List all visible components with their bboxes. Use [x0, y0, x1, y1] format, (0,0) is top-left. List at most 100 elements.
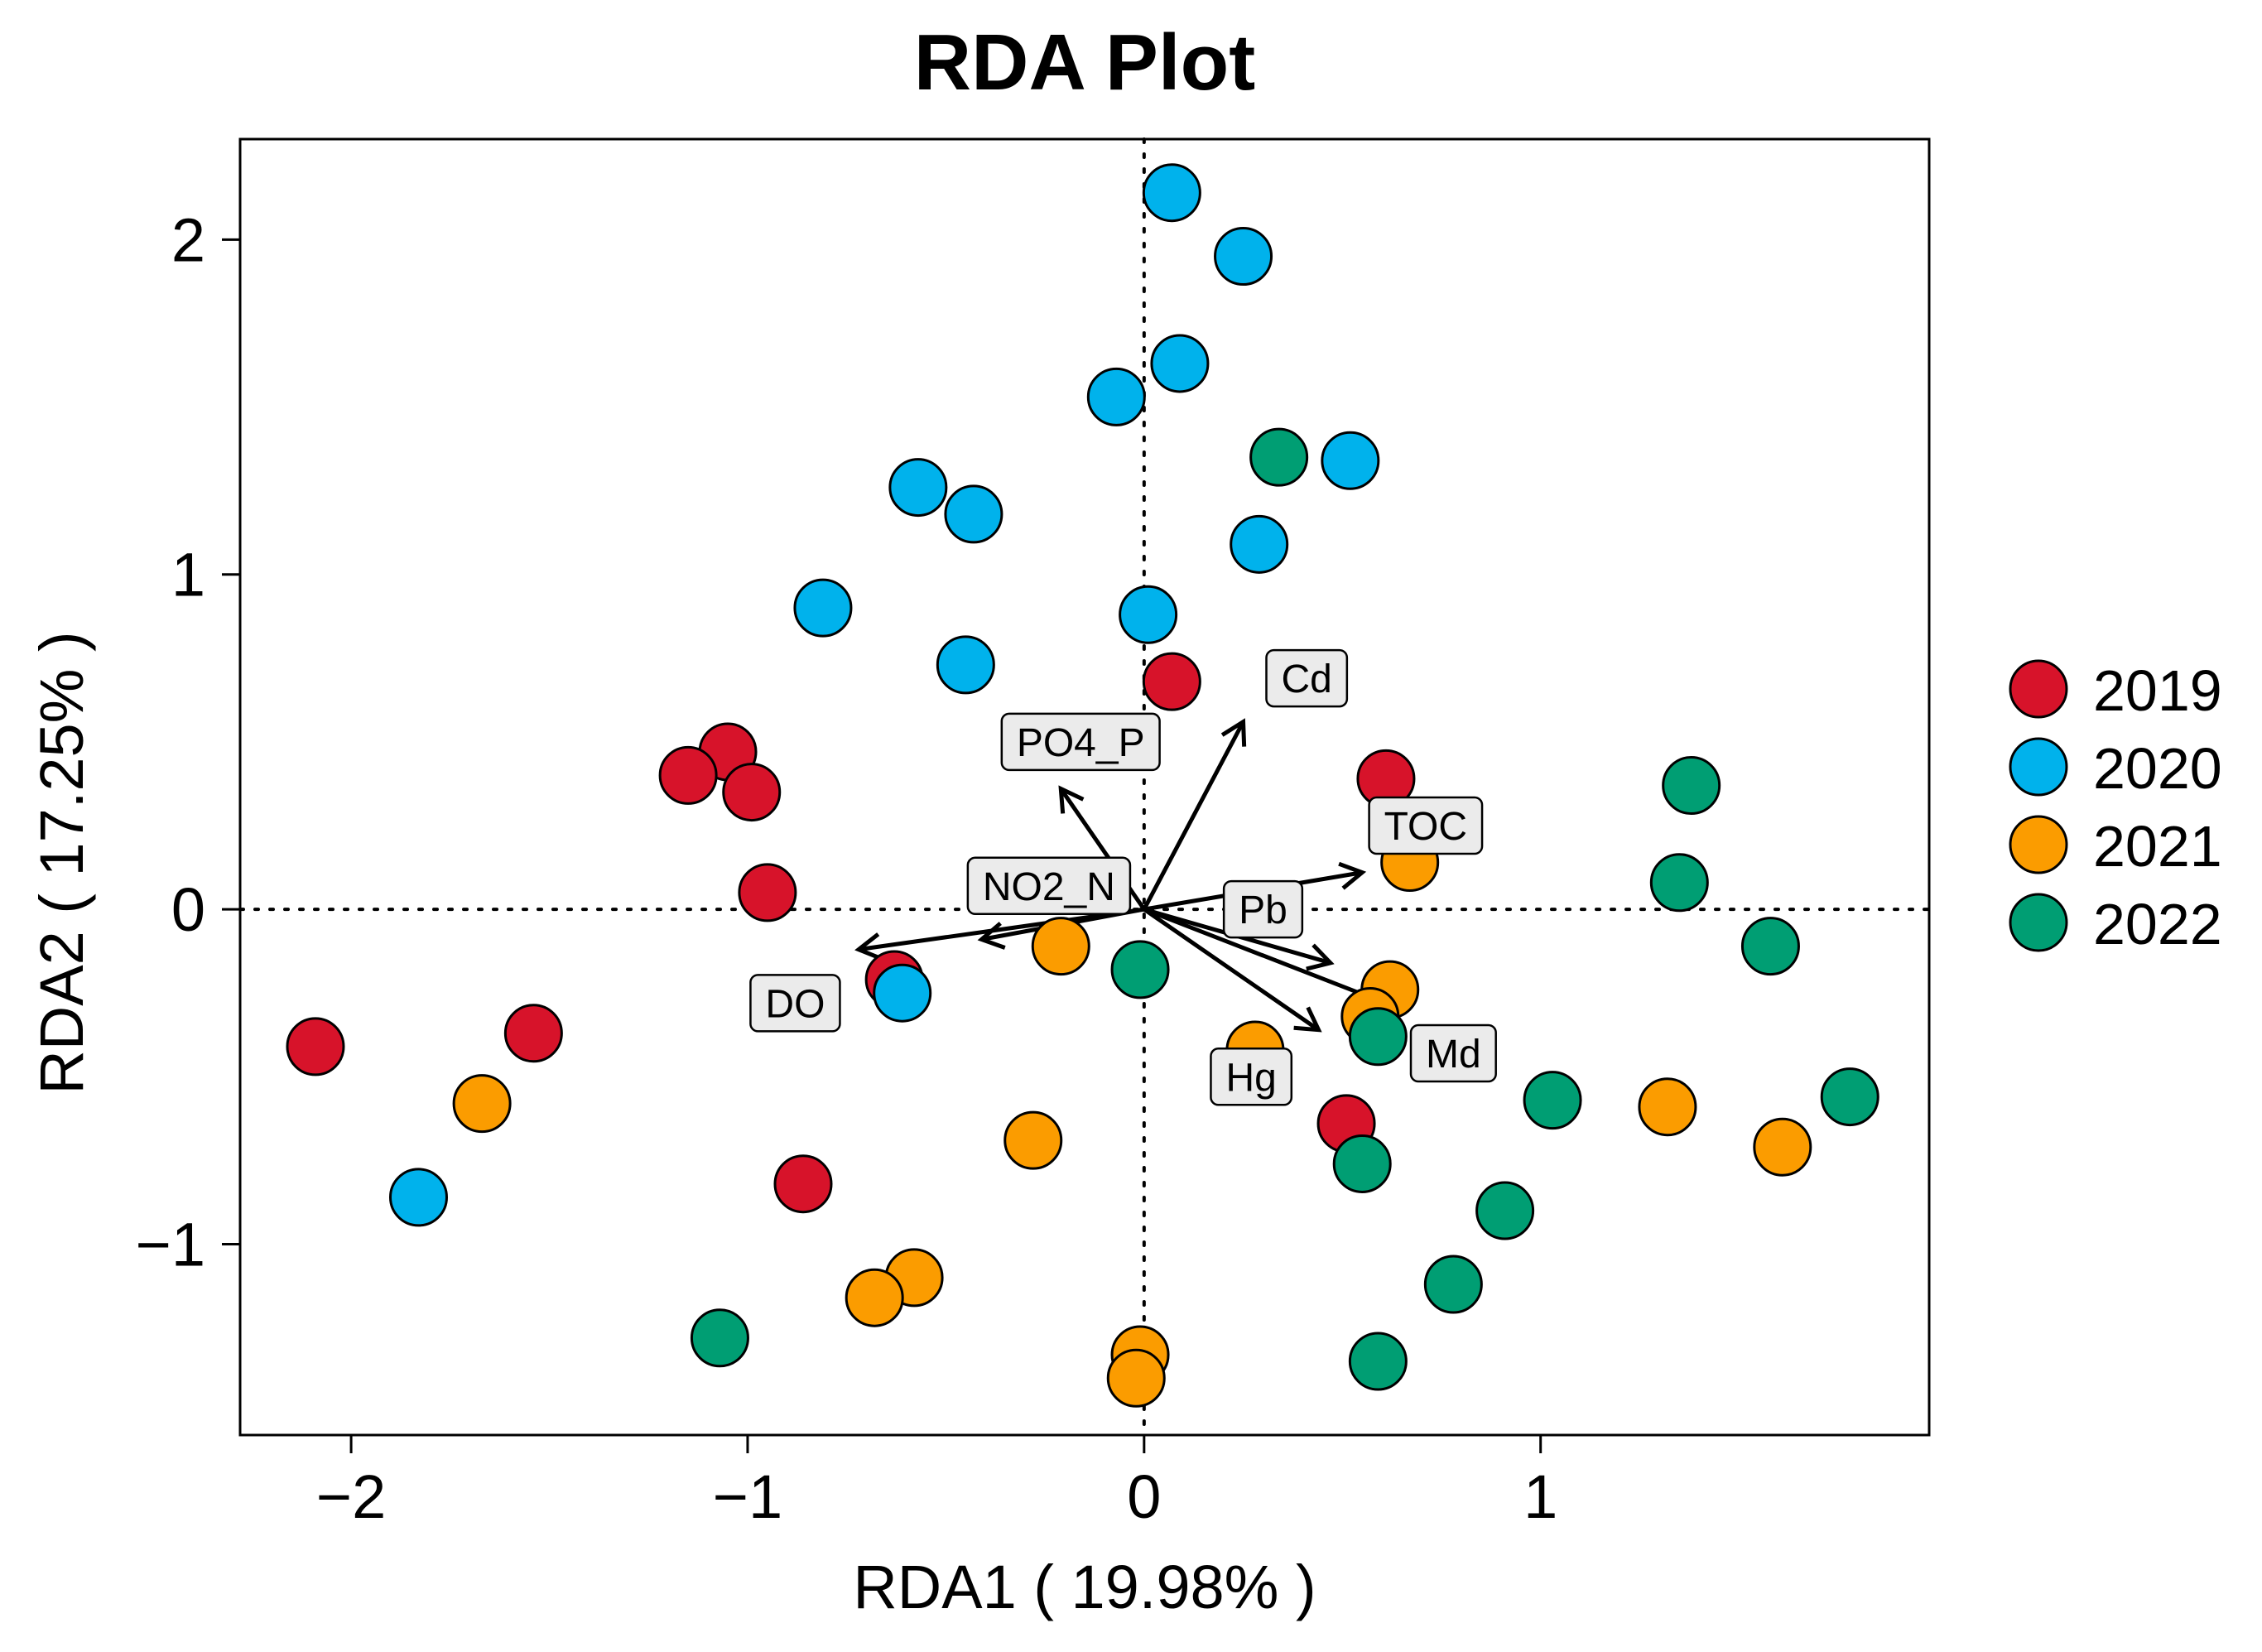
- vector-line: [1143, 908, 1320, 1032]
- data-point: [1523, 1071, 1582, 1130]
- data-point: [1638, 1077, 1697, 1137]
- y-tick-label: 2: [171, 205, 205, 274]
- data-point: [1649, 853, 1709, 913]
- vector-label-no2-n: NO2_N: [966, 856, 1132, 916]
- label-text: PO4_P: [1017, 721, 1145, 765]
- data-point: [1110, 940, 1170, 999]
- legend-label: 2022: [2093, 892, 2222, 956]
- data-point: [1332, 1134, 1392, 1193]
- label-text: NO2_N: [983, 865, 1115, 909]
- data-point: [286, 1017, 345, 1076]
- vector-hg: [1143, 908, 1322, 1033]
- vector-line: [1142, 720, 1245, 911]
- vector-arrowhead: [1220, 718, 1247, 747]
- vector-arrowhead: [1338, 861, 1367, 890]
- y-tick-label: 1: [171, 541, 205, 609]
- x-tick-label: −2: [316, 1462, 386, 1531]
- data-point: [1230, 514, 1289, 574]
- label-box: [1000, 712, 1161, 772]
- label-text: Hg: [1225, 1056, 1276, 1100]
- vector-do: [854, 907, 1145, 961]
- data-point: [1740, 917, 1800, 976]
- data-point: [658, 745, 718, 805]
- label-box: [1222, 879, 1304, 939]
- legend-swatch: [2009, 815, 2068, 874]
- plot-area: Cd PO4_P TOC NO2_N DO Pb Md Hg: [238, 137, 1931, 1437]
- y-axis-label: RDA2 ( 17.25% ): [27, 631, 96, 1094]
- data-point: [1106, 1348, 1166, 1408]
- label-box: [1265, 648, 1349, 708]
- series-2022: [690, 427, 1879, 1391]
- label-box: [1368, 796, 1484, 855]
- data-point: [1348, 1332, 1408, 1391]
- legend-label: 2019: [2093, 658, 2222, 723]
- vector-line: [858, 907, 1145, 952]
- data-point: [845, 1268, 904, 1327]
- vector-label-toc: TOC: [1368, 796, 1484, 855]
- label-text: Cd: [1281, 657, 1331, 701]
- legend-item-2021: 2021: [2009, 814, 2222, 879]
- x-tick-label: 0: [1127, 1462, 1161, 1531]
- x-axis-label: RDA1 ( 19.98% ): [853, 1553, 1316, 1621]
- data-point: [1820, 1067, 1879, 1127]
- legend-swatch: [2009, 659, 2068, 719]
- legend-label: 2021: [2093, 814, 2222, 879]
- legend-item-2020: 2020: [2009, 736, 2222, 801]
- plot-frame: [238, 137, 1931, 1437]
- series-2021: [452, 832, 1812, 1408]
- label-text: DO: [765, 982, 825, 1026]
- vector-arrowhead: [854, 932, 883, 961]
- label-box: [966, 856, 1132, 916]
- data-point: [936, 635, 995, 695]
- legend-label: 2020: [2093, 736, 2222, 801]
- data-point: [1119, 585, 1178, 644]
- label-box: [1210, 1048, 1293, 1106]
- vector-arrowhead: [1058, 785, 1085, 814]
- legend-swatch: [2009, 737, 2068, 797]
- data-point: [1475, 1181, 1535, 1240]
- data-point: [773, 1154, 833, 1214]
- data-point: [1249, 427, 1309, 487]
- data-point: [1142, 652, 1201, 711]
- chart-title: RDA Plot: [914, 18, 1255, 107]
- data-point: [873, 963, 932, 1023]
- data-point: [888, 458, 948, 518]
- data-point: [1142, 163, 1201, 223]
- data-point: [1086, 367, 1146, 426]
- data-point: [1662, 755, 1721, 815]
- data-point: [793, 578, 853, 638]
- vector-arrowhead: [1293, 1006, 1322, 1033]
- label-box: [1409, 1023, 1497, 1083]
- axes: −2 −1 0 1 −1 0 1 2: [136, 137, 1931, 1531]
- y-tick-label: −1: [136, 1210, 205, 1279]
- label-box: [749, 974, 841, 1033]
- series-2019: [286, 652, 1416, 1214]
- data-point: [452, 1074, 512, 1134]
- data-point: [1150, 334, 1210, 393]
- vector-cd: [1142, 718, 1247, 911]
- y-tick-label: 0: [171, 875, 205, 944]
- legend: 2019 2020 2021 2022: [2009, 658, 2222, 956]
- vector-label-po4-p: PO4_P: [1000, 712, 1161, 772]
- data-point: [738, 863, 797, 922]
- data-point: [690, 1308, 749, 1368]
- legend-swatch: [2009, 893, 2068, 952]
- data-point: [388, 1168, 448, 1227]
- data-point: [1003, 1110, 1063, 1170]
- series-2020: [388, 163, 1380, 1227]
- data-point: [503, 1004, 563, 1063]
- x-tick-label: −1: [713, 1462, 782, 1531]
- data-point: [722, 763, 782, 822]
- data-point: [1031, 917, 1090, 976]
- label-text: TOC: [1384, 805, 1467, 849]
- legend-item-2022: 2022: [2009, 892, 2222, 956]
- label-text: Pb: [1239, 889, 1287, 932]
- data-point: [1348, 1007, 1408, 1067]
- data-point: [1214, 227, 1273, 287]
- vector-label-pb: Pb: [1222, 879, 1304, 939]
- label-text: Md: [1426, 1033, 1481, 1076]
- legend-item-2019: 2019: [2009, 658, 2222, 723]
- data-point: [1423, 1255, 1483, 1314]
- data-point: [1321, 431, 1380, 490]
- vector-label-md: Md: [1409, 1023, 1497, 1083]
